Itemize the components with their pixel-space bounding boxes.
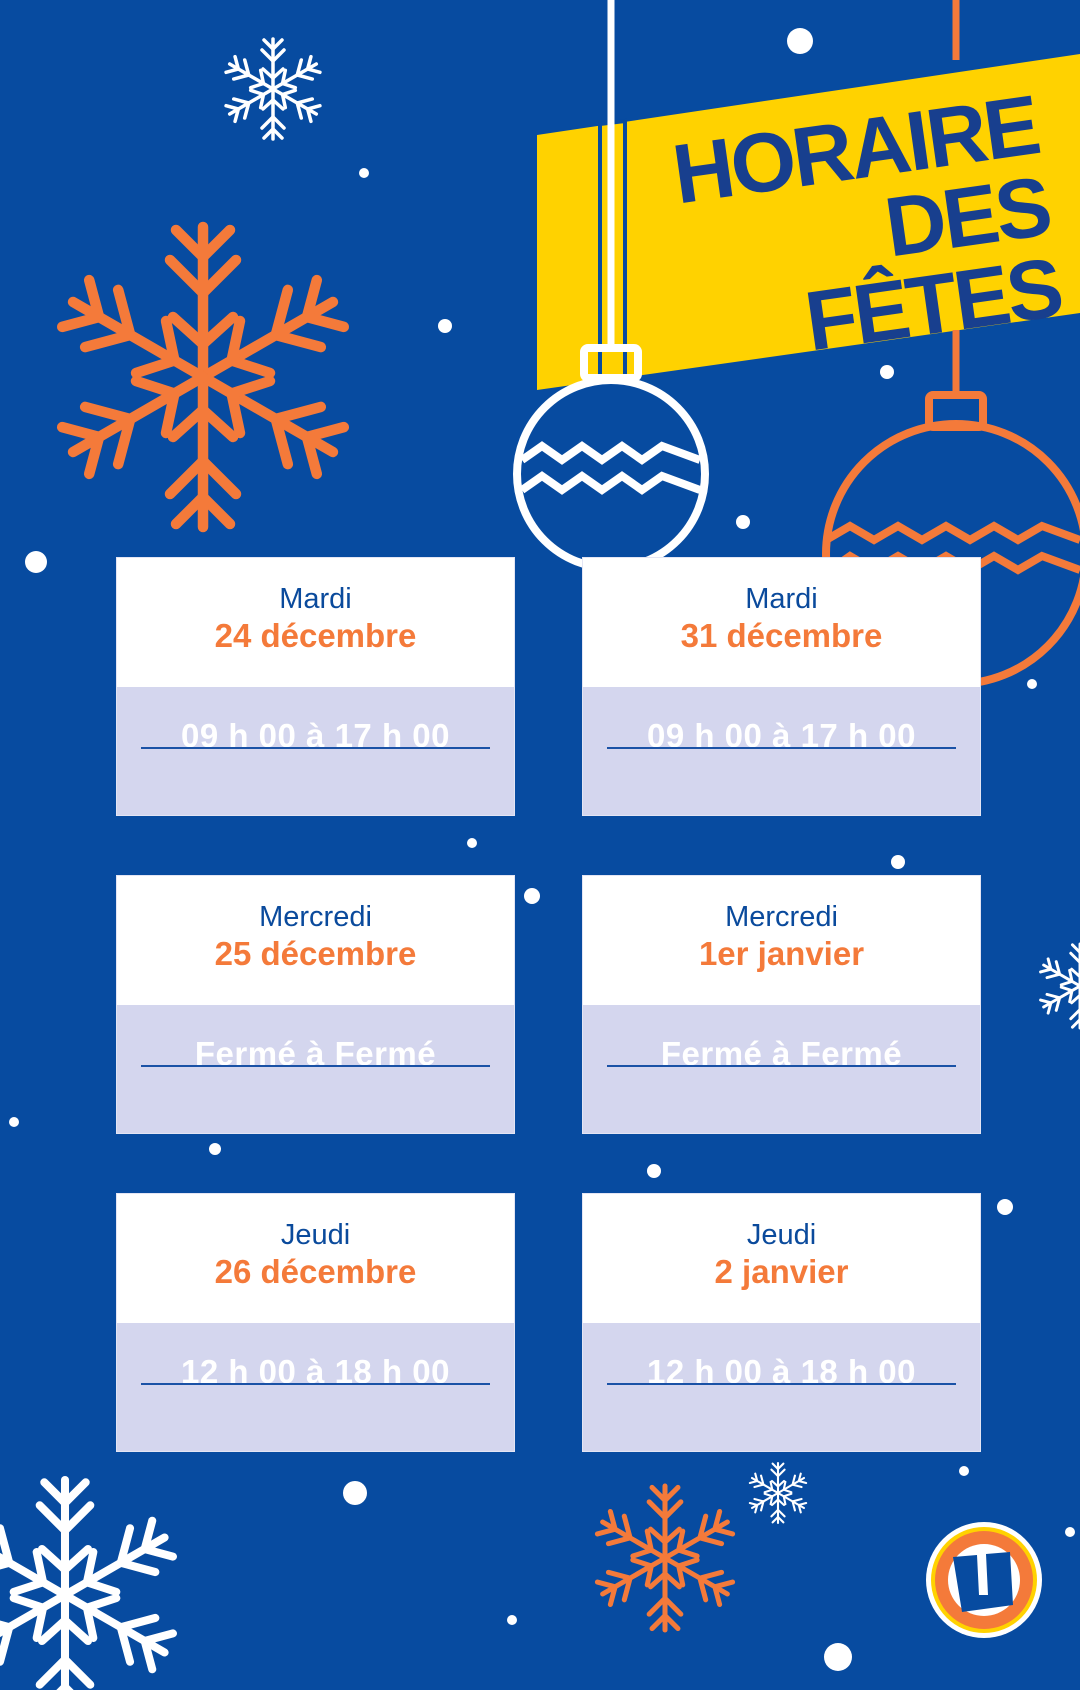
date-label: 31 décembre — [680, 617, 883, 654]
day-label: Mardi — [279, 583, 352, 615]
schedule-card: Jeudi 2 janvier 12 h 00 à 18 h 00 — [582, 1193, 981, 1452]
card-header: Mercredi 1er janvier — [583, 876, 980, 1005]
snowflake-icon — [224, 39, 322, 139]
hours-label: Fermé à Fermé — [194, 1035, 437, 1072]
title-banner — [537, 54, 1080, 390]
snowflake-icon — [0, 1480, 177, 1690]
divider — [141, 1383, 490, 1385]
card-header: Mardi 31 décembre — [583, 558, 980, 687]
schedule-card: Jeudi 26 décembre 12 h 00 à 18 h 00 — [116, 1193, 515, 1452]
snowflake-icon — [57, 227, 350, 527]
card-header: Jeudi 2 janvier — [583, 1194, 980, 1323]
hours-label: 09 h 00 à 17 h 00 — [646, 717, 916, 754]
snowflake-icon — [1039, 944, 1080, 1028]
day-label: Mercredi — [259, 901, 372, 933]
divider — [607, 1383, 956, 1385]
hours-label: 12 h 00 à 18 h 00 — [180, 1353, 450, 1390]
ornament-icon — [513, 344, 709, 572]
page-title: HORAIRE DES FÊTES — [667, 77, 1067, 369]
day-label: Jeudi — [746, 1219, 817, 1251]
snowflake-icon — [595, 1486, 736, 1630]
date-label: 25 décembre — [214, 935, 417, 972]
hours-label: Fermé à Fermé — [660, 1035, 903, 1072]
date-label: 1er janvier — [698, 935, 865, 972]
schedule-card: Mardi 24 décembre 09 h 00 à 17 h 00 — [116, 557, 515, 816]
card-header: Jeudi 26 décembre — [117, 1194, 514, 1323]
divider — [607, 747, 956, 749]
date-label: 24 décembre — [214, 617, 417, 654]
hours-label: 12 h 00 à 18 h 00 — [646, 1353, 916, 1390]
schedule-card: Mercredi 1er janvier Fermé à Fermé — [582, 875, 981, 1134]
hours-label: 09 h 00 à 17 h 00 — [180, 717, 450, 754]
logo-icon — [926, 1522, 1042, 1638]
schedule-card: Mercredi 25 décembre Fermé à Fermé — [116, 875, 515, 1134]
date-label: 26 décembre — [214, 1253, 417, 1290]
divider — [607, 1065, 956, 1067]
card-header: Mardi 24 décembre — [117, 558, 514, 687]
divider — [141, 747, 490, 749]
snowflake-icon — [749, 1463, 808, 1523]
card-header: Mercredi 25 décembre — [117, 876, 514, 1005]
date-label: 2 janvier — [714, 1253, 849, 1290]
day-label: Jeudi — [280, 1219, 351, 1251]
day-label: Mercredi — [725, 901, 838, 933]
day-label: Mardi — [745, 583, 818, 615]
schedule-card: Mardi 31 décembre 09 h 00 à 17 h 00 — [582, 557, 981, 816]
divider — [141, 1065, 490, 1067]
snow-dots — [9, 28, 1075, 1671]
